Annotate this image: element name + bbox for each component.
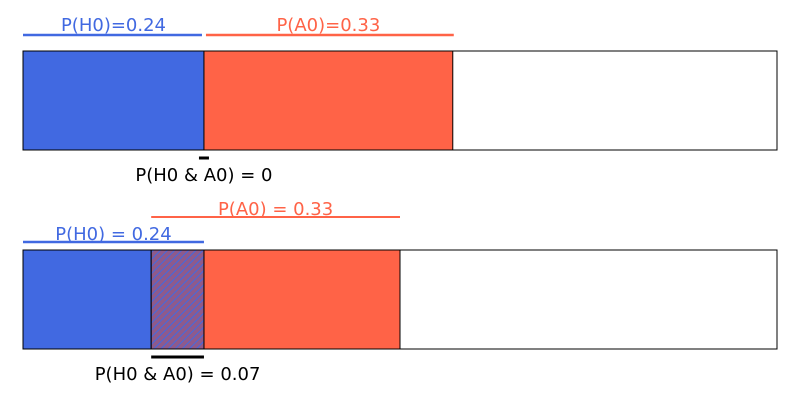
overlap-hatched-segment: [150, 249, 205, 350]
h0-label: P(H0)=0.24: [61, 15, 166, 36]
panel-disjoint: P(H0)=0.24 P(A0)=0.33 P(H0 & A0) = 0: [22, 15, 778, 186]
panel-overlapping: P(A0) = 0.33 P(H0) = 0.24 P(H0 & A0) = 0…: [22, 199, 778, 385]
h0-segment: [22, 50, 205, 151]
a0-label: P(A0)=0.33: [276, 15, 380, 36]
h0-segment: [22, 249, 152, 350]
h0-label: P(H0) = 0.24: [55, 224, 172, 245]
a0-segment: [203, 249, 401, 350]
overlap-label: P(H0 & A0) = 0: [135, 165, 272, 186]
overlap-label: P(H0 & A0) = 0.07: [95, 364, 261, 385]
a0-segment: [203, 50, 454, 151]
a0-label: P(A0) = 0.33: [218, 199, 333, 220]
